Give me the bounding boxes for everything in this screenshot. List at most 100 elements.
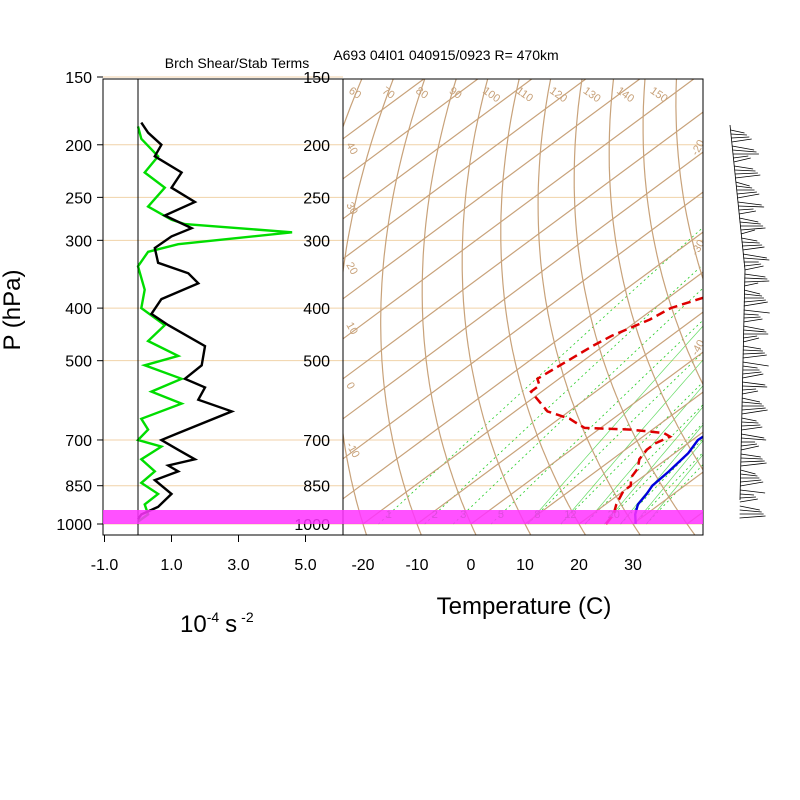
theta-label-top: 100 [480,85,502,105]
theta-label-top: 140 [614,85,636,105]
right-panel-frame [342,78,704,536]
temperature-tick-label: 10 [516,557,534,574]
dry-adiabat-line [246,61,339,536]
wind-barb [742,345,762,350]
wind-barb [743,316,761,319]
left-x-label-exp: -4 [207,609,220,625]
dry-adiabat-line [500,79,587,535]
isotherm-line [343,79,587,260]
dry-adiabat-line [642,79,703,386]
wind-barb [741,437,767,441]
moist-adiabat-line [646,454,703,525]
wind-barb [740,443,758,447]
wind-barb [744,273,766,278]
mixing-ratio-line [527,351,703,525]
wind-barb [739,515,766,519]
pressure-tick-label-right: 200 [303,138,330,155]
wind-barb [741,390,759,395]
wind-barb [734,169,756,172]
wind-barb [739,493,755,496]
isotherm-line [686,511,703,525]
dry-adiabat-line [380,79,426,535]
wind-barb [736,191,757,195]
mixing-ratio-lines [378,226,703,525]
wind-barb [740,460,765,463]
isotherm-line [343,79,425,140]
wind-barb [742,354,767,359]
wind-barb [730,133,747,136]
wind-barb [733,155,749,159]
wind-barb [731,136,750,139]
theta-label-top: 80 [413,85,430,102]
shear-stability-panel: 150 200 250 300 400 500 700 850 1000 -1.0 1.0 3.0 5… [56,70,344,574]
pressure-tick-label-left: 850 [65,479,92,496]
pressure-tick-label-right: 700 [303,433,330,450]
wind-barb [739,217,759,223]
background-labels: 1216202428321235812206070809010011012013… [343,85,703,521]
wind-barb [744,282,759,287]
theta-label-left: 20 [343,260,360,277]
left-x-tick-label: -1.0 [91,557,119,574]
wind-barb [740,462,767,467]
dry-adiabat-line [461,79,532,535]
wind-barb [739,498,758,503]
wind-barb [741,417,757,422]
wind-barb [735,174,761,179]
shear-term-line [137,121,236,520]
wind-barb [735,181,750,187]
wind-barb [743,325,765,331]
theta-label-left: 10 [343,320,360,337]
wind-barb [742,365,758,369]
mixing-ratio-line [634,451,703,525]
wind-barb [743,299,766,303]
wind-barb [733,157,751,163]
dewpoint-profile [529,296,703,525]
left-panel-title: Brch Shear/Stab Terms [165,55,309,71]
wind-barb [737,201,762,206]
wind-barb [741,424,761,427]
wind-barb [738,208,754,211]
moist-adiabat-line [620,424,703,525]
pressure-tick-label-right: 300 [303,233,330,250]
wind-barb [738,205,765,208]
wind-barb [742,373,764,379]
wind-barb [740,229,756,235]
dry-adiabats [246,61,703,536]
mixing-ratio-line [453,287,703,525]
wind-barb [737,193,760,199]
left-x-tick-label: 1.0 [160,557,182,574]
skewt-panel: 1216202428321235812206070809010011012013… [246,61,800,574]
barb-staff [729,124,746,501]
temperature-profile [633,435,703,525]
wind-barb [740,489,766,494]
temperature-tick-label: 30 [624,557,642,574]
left-x-tick-label: 3.0 [227,557,249,574]
wind-barb [741,409,768,415]
wind-barb [741,433,765,439]
wind-barb [736,185,753,189]
wind-barb [732,149,757,153]
wind-barb [739,496,756,499]
wind-barb [744,265,764,271]
wind-barb [741,241,760,244]
theta-label-top: 60 [346,85,363,102]
theta-label-top: 150 [648,85,670,105]
pressure-tick-label-left: 500 [65,354,92,371]
mixing-ratio-line [560,381,703,525]
pressure-tick-label-left: 1000 [56,517,92,534]
isotherm-line [524,391,703,525]
isotherm-line [632,471,703,525]
theta-label-left: 0 [343,380,356,391]
isotherm-line [741,77,800,524]
isotherm-line [343,191,703,460]
wind-barb [742,246,765,251]
wind-barb [744,263,762,267]
wind-barb [743,257,770,261]
wind-barb [742,352,765,355]
wind-barbs [729,124,770,519]
dry-adiabat-line [343,79,363,129]
wind-barb [741,237,758,242]
theta-label-top: 120 [547,85,569,105]
wind-barb [743,293,763,297]
wind-barb [743,313,759,316]
